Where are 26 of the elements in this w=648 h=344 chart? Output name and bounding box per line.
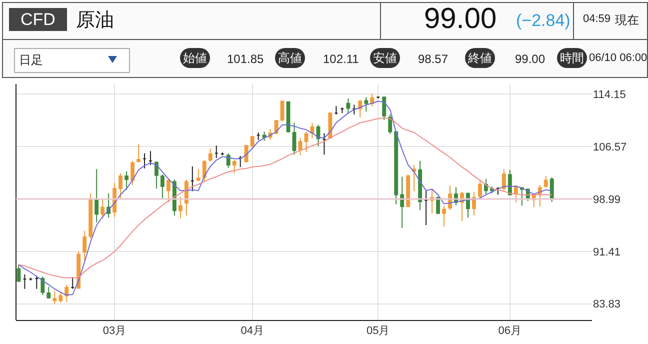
x-tick-label: 06月: [498, 325, 522, 338]
text: 06/10 06:00: [589, 52, 648, 64]
x-tick-label: 04月: [240, 325, 264, 338]
text: 高値: [275, 48, 305, 68]
text: 04:59: [583, 13, 611, 25]
text: CFD: [9, 8, 67, 31]
text: 安値: [370, 48, 400, 68]
y-tick-label: 91.41: [593, 246, 621, 258]
text: 99.00: [515, 52, 546, 66]
text: 日足: [19, 52, 43, 69]
text: 101.85: [227, 52, 264, 66]
y-tick-label: 83.83: [593, 298, 621, 311]
x-tick-label: 03月: [102, 325, 126, 338]
text: 始値: [180, 48, 210, 68]
text: 現在: [615, 12, 639, 29]
x-tick-label: 05月: [366, 325, 390, 338]
y-tick-label: 114.15: [593, 88, 626, 101]
y-tick-label: 106.57: [593, 141, 627, 154]
text: 102.11: [323, 52, 359, 66]
text: 98.57: [418, 52, 448, 66]
text: (−2.84): [516, 11, 570, 31]
chart-title: 原油: [76, 9, 114, 33]
text: 時間: [557, 48, 587, 68]
text: 99.00: [424, 3, 497, 36]
y-tick-label: 98.99: [593, 194, 621, 206]
text: 終値: [465, 48, 495, 68]
